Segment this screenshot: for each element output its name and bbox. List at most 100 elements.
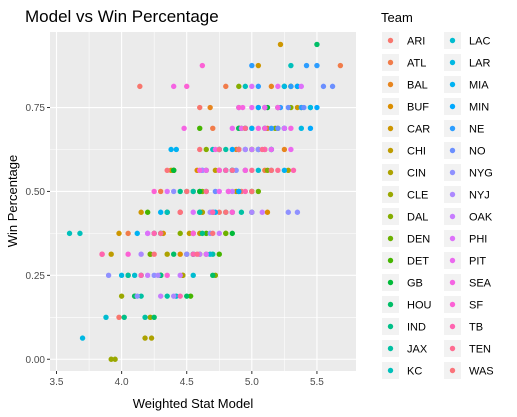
data-point-jax (190, 188, 196, 195)
data-point-sea (171, 83, 177, 90)
legend-marker-sea (449, 279, 456, 286)
legend-label: CHI (407, 146, 426, 158)
data-point-den (147, 251, 153, 257)
data-point-pit (229, 125, 235, 132)
legend-marker-oak (449, 213, 456, 220)
data-point-lac (190, 272, 196, 279)
data-point-atl (337, 62, 344, 69)
data-point-was (236, 146, 242, 153)
data-point-lac (131, 272, 138, 279)
data-point-ten (242, 125, 249, 132)
data-point-pit (249, 104, 255, 111)
data-point-jax (223, 146, 229, 153)
data-point-pit (216, 188, 222, 195)
data-point-dal (264, 167, 271, 173)
data-point-pit (203, 167, 209, 173)
data-point-jax (138, 293, 144, 299)
data-point-det (197, 125, 203, 132)
data-point-oak (216, 230, 222, 237)
data-point-was (210, 230, 216, 237)
x-tick-label: 5.0 (245, 377, 259, 388)
data-point-mia (168, 146, 174, 153)
data-point-lar (298, 125, 305, 132)
data-point-sea (275, 104, 281, 111)
data-point-pit (275, 83, 281, 90)
data-point-dal (203, 146, 209, 153)
data-point-ind (177, 188, 183, 195)
data-point-was (177, 209, 183, 215)
data-point-den (255, 188, 262, 195)
data-point-oak (157, 293, 164, 299)
data-point-chi (212, 167, 219, 173)
data-point-cle (118, 293, 125, 299)
legend-label: SF (469, 300, 483, 312)
data-point-tb (190, 251, 196, 257)
legend-label: TEN (469, 344, 491, 356)
data-point-tb (177, 293, 183, 299)
data-point-lac (103, 314, 109, 320)
legend-marker-cle (387, 191, 394, 198)
legend-marker-min (449, 103, 456, 110)
data-point-det (216, 251, 222, 257)
legend-label: LAR (469, 58, 490, 70)
legend-label: CIN (407, 168, 426, 180)
plot-panel (50, 32, 356, 371)
data-point-ari (137, 83, 143, 90)
data-point-car (294, 104, 301, 111)
data-point-oak (259, 209, 265, 215)
data-point-nyj (249, 209, 255, 215)
data-point-lar (281, 83, 288, 90)
data-point-ne (288, 83, 294, 90)
data-point-min (236, 188, 242, 195)
legend-label: BAL (407, 80, 428, 92)
data-point-phi (249, 83, 255, 90)
data-point-bal (268, 83, 275, 90)
data-point-cle (147, 314, 153, 320)
legend-label: NO (469, 146, 486, 158)
data-point-ten (275, 167, 281, 173)
data-point-tb (99, 251, 105, 257)
data-point-ten (216, 146, 222, 153)
legend-label: NYJ (469, 190, 490, 202)
data-point-mia (134, 230, 140, 237)
legend-marker-was (449, 367, 456, 374)
data-point-phi (281, 125, 288, 132)
data-point-cle (108, 356, 114, 362)
data-point-hou (151, 314, 157, 320)
data-point-pit (268, 146, 275, 153)
legend-marker-nyg (449, 169, 456, 176)
legend-label: NE (469, 124, 484, 136)
data-point-sf (164, 272, 170, 279)
data-point-tb (242, 188, 249, 195)
data-point-mia (157, 209, 164, 215)
data-point-kc (77, 230, 83, 237)
data-point-ind (199, 230, 206, 237)
data-point-nyg (105, 272, 112, 279)
data-point-tb (151, 230, 157, 237)
data-point-kc (66, 230, 73, 237)
data-point-ne (314, 62, 320, 69)
legend-marker-dal (387, 213, 394, 220)
data-point-kc (164, 209, 170, 215)
legend-label: CAR (407, 124, 430, 136)
data-point-mia (281, 167, 288, 173)
data-point-ind (121, 314, 127, 320)
data-point-min (307, 125, 314, 132)
data-point-car (277, 41, 284, 48)
data-point-no (320, 83, 327, 90)
data-point-sea (240, 104, 246, 111)
legend-label: SEA (469, 278, 492, 290)
data-point-atl (210, 125, 216, 132)
legend-marker-car (387, 125, 394, 132)
legend-label: KC (407, 366, 422, 378)
data-point-kc (242, 83, 249, 90)
data-point-jax (142, 314, 148, 320)
data-point-nyg (294, 209, 301, 215)
data-point-was (184, 188, 190, 195)
data-point-was (197, 146, 203, 153)
data-point-nyg (171, 188, 177, 195)
data-point-sf (229, 209, 235, 215)
data-point-cin (142, 335, 148, 341)
data-point-ari (197, 104, 203, 111)
data-point-dal (236, 83, 242, 90)
